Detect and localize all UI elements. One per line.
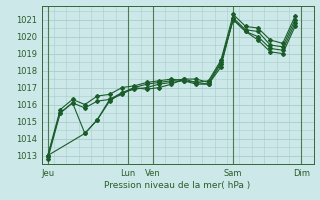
X-axis label: Pression niveau de la mer( hPa ): Pression niveau de la mer( hPa ) [104, 181, 251, 190]
